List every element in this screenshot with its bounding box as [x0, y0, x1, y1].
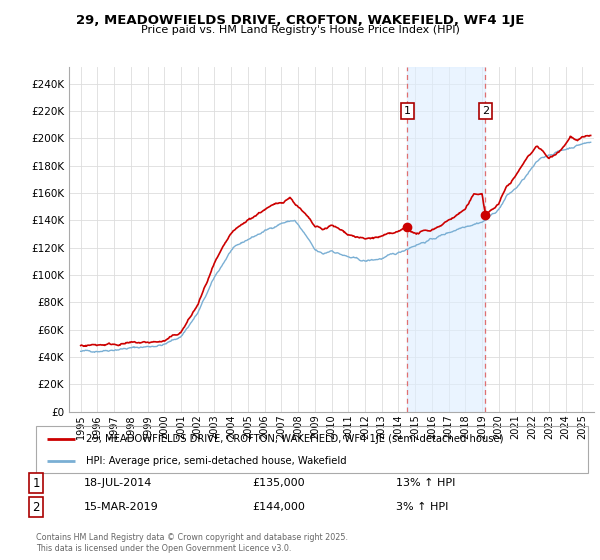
Text: HPI: Average price, semi-detached house, Wakefield: HPI: Average price, semi-detached house,…: [86, 456, 346, 466]
Text: 29, MEADOWFIELDS DRIVE, CROFTON, WAKEFIELD, WF4 1JE: 29, MEADOWFIELDS DRIVE, CROFTON, WAKEFIE…: [76, 14, 524, 27]
Bar: [407, 67, 485, 412]
Text: 18-JUL-2014: 18-JUL-2014: [84, 478, 152, 488]
Text: 2: 2: [482, 106, 489, 116]
Text: 15-MAR-2019: 15-MAR-2019: [84, 502, 159, 512]
Text: 3% ↑ HPI: 3% ↑ HPI: [396, 502, 448, 512]
Text: Price paid vs. HM Land Registry's House Price Index (HPI): Price paid vs. HM Land Registry's House …: [140, 25, 460, 35]
Text: 1: 1: [404, 106, 411, 116]
Text: Contains HM Land Registry data © Crown copyright and database right 2025.
This d: Contains HM Land Registry data © Crown c…: [36, 533, 348, 553]
Text: £144,000: £144,000: [252, 502, 305, 512]
Text: 29, MEADOWFIELDS DRIVE, CROFTON, WAKEFIELD, WF4 1JE (semi-detached house): 29, MEADOWFIELDS DRIVE, CROFTON, WAKEFIE…: [86, 434, 503, 444]
Text: 1: 1: [32, 477, 40, 490]
Text: 13% ↑ HPI: 13% ↑ HPI: [396, 478, 455, 488]
Text: 2: 2: [32, 501, 40, 514]
Text: £135,000: £135,000: [252, 478, 305, 488]
